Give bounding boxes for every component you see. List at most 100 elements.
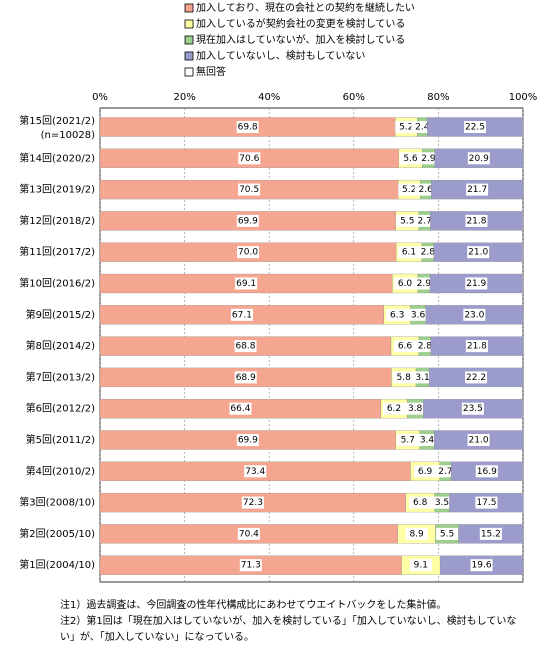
data-label: 70.0 <box>238 248 258 258</box>
data-label: 6.9 <box>418 467 433 477</box>
label-box <box>386 308 409 321</box>
legend-label: 加入しているが契約会社の変更を検討している <box>196 17 405 30</box>
label-box <box>393 277 416 290</box>
label-box <box>382 402 405 415</box>
data-label: 23.5 <box>463 404 483 414</box>
data-label: 2.6 <box>419 185 434 195</box>
label-box <box>399 152 422 165</box>
label-box <box>467 152 490 165</box>
legend-swatch <box>184 35 194 45</box>
y-tick-label: 第15回(2021/2) <box>19 114 95 127</box>
data-label: 3.4 <box>420 436 435 446</box>
data-label: 2.9 <box>417 279 432 289</box>
data-label: 2.8 <box>421 248 436 258</box>
data-label: 21.8 <box>466 216 486 226</box>
label-box <box>465 340 488 353</box>
data-label: 3.6 <box>411 310 426 320</box>
data-label: 16.9 <box>477 467 497 477</box>
label-box <box>475 496 498 509</box>
data-label: 20.9 <box>469 154 489 164</box>
legend-swatch <box>184 3 194 13</box>
label-box <box>417 152 440 165</box>
legend-label: 加入していないし、検討もしていない <box>196 49 365 62</box>
data-label: 6.1 <box>402 248 416 258</box>
label-box <box>413 340 436 353</box>
data-label: 67.1 <box>232 310 252 320</box>
label-box <box>405 527 428 540</box>
label-box <box>412 277 435 290</box>
data-label: 68.9 <box>236 373 256 383</box>
y-tick-label: 第8回(2014/2) <box>26 339 95 352</box>
y-tick-label: 第7回(2013/2) <box>26 370 95 383</box>
label-box <box>236 121 259 133</box>
y-tick-label: 第10回(2016/2) <box>19 277 95 290</box>
note: 注1）過去調査は、今回調査の性年代構成比にあわせてウエイトバックをした集計値。 <box>60 600 447 611</box>
label-box <box>238 152 261 165</box>
label-box <box>465 277 488 290</box>
label-box <box>413 214 436 227</box>
data-label: 9.1 <box>414 561 428 571</box>
data-label: 15.2 <box>481 529 501 539</box>
label-box <box>434 465 457 478</box>
data-label: 17.5 <box>476 498 496 508</box>
data-label: 19.6 <box>472 561 492 571</box>
note: 注2）第1回は「現在加入はしていないが、加入を検討している」「加入していないし、… <box>60 616 517 643</box>
data-label: 6.8 <box>413 498 428 508</box>
data-label: 5.8 <box>397 373 412 383</box>
label-box <box>467 246 490 259</box>
data-label: 2.4 <box>415 123 430 133</box>
label-box <box>470 559 493 572</box>
data-label: 2.7 <box>417 216 431 226</box>
data-label: 69.9 <box>238 436 258 446</box>
data-label: 5.7 <box>401 436 415 446</box>
label-box <box>411 371 434 384</box>
data-label: 70.6 <box>239 154 259 164</box>
y-tick-label: 第1回(2004/10) <box>19 558 95 571</box>
label-box <box>463 121 486 133</box>
x-tick-label: 40% <box>258 92 280 103</box>
label-box <box>461 402 484 415</box>
label-box <box>396 214 419 227</box>
data-label: 2.7 <box>438 467 452 477</box>
data-label: 69.8 <box>238 123 258 133</box>
data-label: 3.1 <box>415 373 429 383</box>
legend-label: 加入しており、現在の会社との契約を継続したい <box>196 1 415 14</box>
label-box <box>236 214 259 227</box>
label-box <box>467 434 490 446</box>
x-tick-label: 60% <box>343 92 365 103</box>
data-label: 69.9 <box>238 216 258 226</box>
label-box <box>230 308 253 321</box>
x-tick-label: 100% <box>509 92 538 103</box>
y-tick-label: 第13回(2019/2) <box>19 183 95 196</box>
data-label: 5.6 <box>403 154 418 164</box>
label-box <box>465 214 488 227</box>
legend-label: 無回答 <box>196 65 226 78</box>
label-box <box>396 434 419 446</box>
y-tick-label: 第4回(2010/2) <box>26 464 95 477</box>
label-box <box>479 527 502 540</box>
data-label: 2.9 <box>421 154 436 164</box>
y-tick-label: 第6回(2012/2) <box>26 402 95 415</box>
label-box <box>475 465 498 478</box>
data-label: 5.2 <box>399 123 413 133</box>
label-box <box>234 371 257 384</box>
legend-swatch <box>184 67 194 77</box>
label-box <box>238 183 261 196</box>
data-label: 73.4 <box>245 467 265 477</box>
label-box <box>466 183 489 196</box>
label-box <box>465 371 488 384</box>
x-tick-label: 80% <box>427 92 449 103</box>
data-label: 22.2 <box>466 373 486 383</box>
data-label: 2.8 <box>418 342 433 352</box>
label-box <box>237 527 260 540</box>
data-label: 68.8 <box>235 342 255 352</box>
data-label: 21.0 <box>469 436 489 446</box>
data-label: 21.7 <box>467 185 487 195</box>
x-tick-label: 0% <box>92 92 108 103</box>
data-label: 5.5 <box>440 529 454 539</box>
data-label: 21.8 <box>467 342 487 352</box>
y-tick-label: 第5回(2011/2) <box>26 433 95 446</box>
data-label: 8.9 <box>409 529 424 539</box>
data-label: 6.6 <box>398 342 413 352</box>
